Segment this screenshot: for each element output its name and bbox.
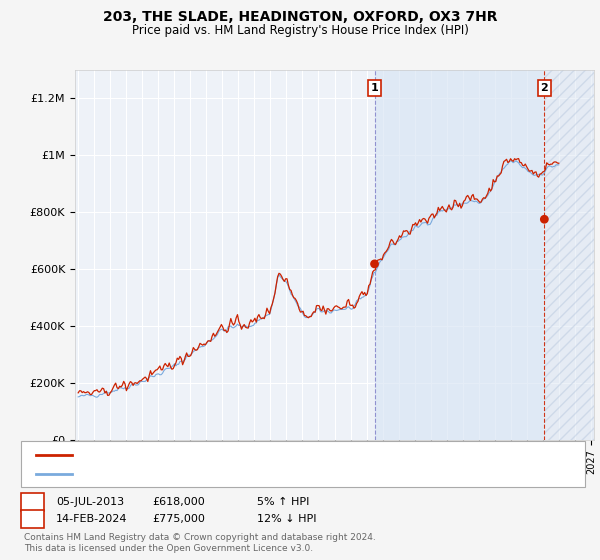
Text: 1: 1 — [29, 497, 36, 507]
Bar — [544, 70, 600, 440]
Text: 14-FEB-2024: 14-FEB-2024 — [56, 514, 127, 524]
Text: £775,000: £775,000 — [152, 514, 205, 524]
Text: 203, THE SLADE, HEADINGTON, OXFORD, OX3 7HR: 203, THE SLADE, HEADINGTON, OXFORD, OX3 … — [103, 10, 497, 24]
Bar — [374, 70, 544, 440]
Text: 1: 1 — [371, 83, 379, 93]
Text: 12% ↓ HPI: 12% ↓ HPI — [257, 514, 316, 524]
Text: 5% ↑ HPI: 5% ↑ HPI — [257, 497, 309, 507]
Text: 2: 2 — [541, 83, 548, 93]
Text: 203, THE SLADE, HEADINGTON, OXFORD, OX3 7HR (detached house): 203, THE SLADE, HEADINGTON, OXFORD, OX3 … — [78, 450, 437, 460]
Point — [370, 259, 379, 268]
Point — [539, 215, 549, 224]
Text: 05-JUL-2013: 05-JUL-2013 — [56, 497, 124, 507]
Text: £618,000: £618,000 — [152, 497, 205, 507]
Text: Price paid vs. HM Land Registry's House Price Index (HPI): Price paid vs. HM Land Registry's House … — [131, 24, 469, 37]
Text: HPI: Average price, detached house, Oxford: HPI: Average price, detached house, Oxfo… — [78, 469, 306, 479]
Text: Contains HM Land Registry data © Crown copyright and database right 2024.
This d: Contains HM Land Registry data © Crown c… — [24, 533, 376, 553]
Text: 2: 2 — [29, 514, 36, 524]
